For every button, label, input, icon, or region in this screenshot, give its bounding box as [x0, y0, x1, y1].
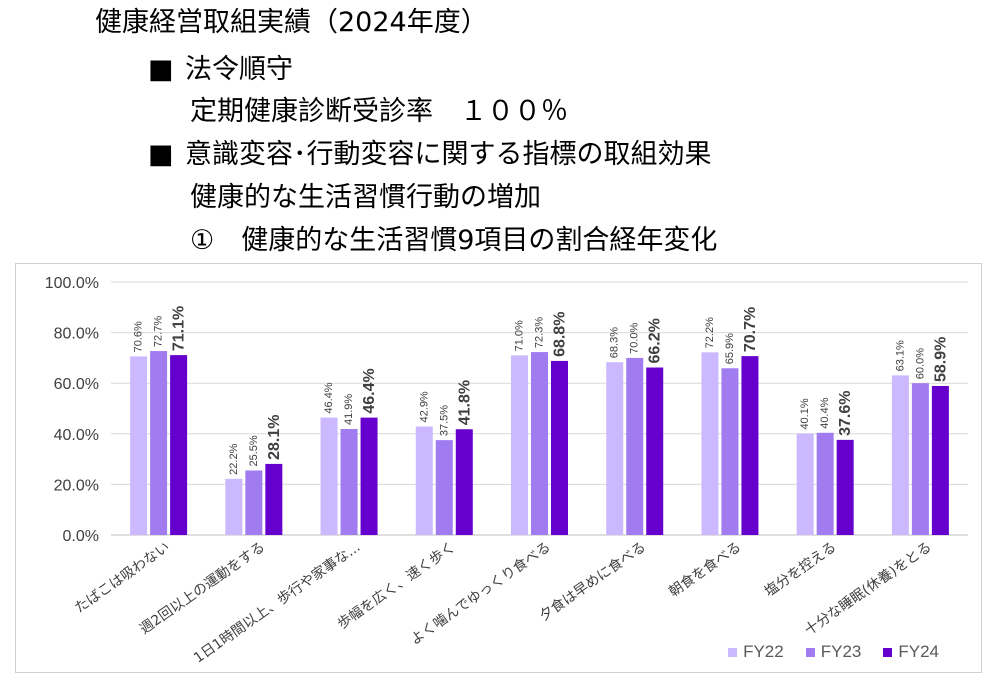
data-label: 37.5%	[438, 405, 450, 436]
y-tick-label: 0.0%	[63, 528, 99, 545]
y-tick-label: 20.0%	[54, 477, 99, 494]
bar-fy22	[511, 355, 528, 535]
legend-label-fy22: FY22	[743, 642, 784, 661]
data-label: 22.2%	[228, 443, 240, 474]
bar-fy24	[265, 463, 283, 535]
data-label: 60.0%	[914, 348, 926, 379]
bar-fy23	[150, 351, 168, 535]
chart-area: 0.0% 20.0% 40.0% 60.0% 80.0% 100.0% 70.6% 72.7%…	[15, 263, 982, 673]
data-label: 68.8%	[552, 312, 569, 357]
bar-fy23	[245, 470, 263, 535]
data-label: 72.3%	[534, 317, 546, 348]
data-label: 70.6%	[133, 321, 145, 352]
bar-fy23	[626, 357, 644, 535]
data-label: 42.9%	[418, 391, 430, 422]
legend-item-fy24: FY24	[883, 642, 939, 662]
bar-fy24	[170, 355, 188, 535]
y-tick-label: 40.0%	[54, 427, 99, 444]
x-category-label: 塩分を控える	[762, 539, 840, 600]
data-label: 63.1%	[894, 340, 906, 371]
chart-caption: ① 健康的な生活習慣9項目の割合経年変化	[190, 225, 718, 256]
data-label: 71.0%	[514, 320, 526, 351]
y-tick-label: 100.0%	[45, 275, 99, 292]
section1-bullet: ■	[148, 54, 174, 85]
data-label: 28.1%	[266, 415, 283, 460]
data-label: 68.3%	[609, 327, 621, 358]
bar-fy22	[796, 433, 814, 535]
data-label: 65.9%	[724, 333, 736, 364]
bar-chart: 0.0% 20.0% 40.0% 60.0% 80.0% 100.0% 70.6% 72.7%…	[45, 275, 968, 667]
bar-fy22	[701, 352, 719, 535]
bar-fy24	[836, 439, 854, 535]
data-label: 40.1%	[799, 398, 811, 429]
legend-item-fy22: FY22	[728, 642, 784, 662]
bar-fy22	[320, 417, 338, 535]
y-tick-label: 60.0%	[54, 376, 99, 393]
y-tick-label: 80.0%	[54, 326, 99, 343]
bar-fy22	[606, 362, 624, 535]
bar-fy23	[816, 432, 834, 535]
legend-swatch-fy24	[883, 647, 893, 657]
section2-title: 意識変容･行動変容に関する指標の取組効果	[185, 139, 712, 170]
legend-swatch-fy23	[805, 647, 815, 657]
bar-fy24	[360, 417, 378, 535]
bar-fy23	[911, 383, 929, 535]
bar-fy24	[455, 429, 473, 535]
data-label: 72.7%	[153, 316, 165, 347]
bar-fy24	[646, 367, 664, 535]
legend-label-fy24: FY24	[898, 642, 939, 661]
bar-fy24	[741, 356, 759, 535]
data-label: 46.4%	[323, 382, 335, 413]
x-category-label: 1日1時間以上、歩行や家事な...	[190, 538, 363, 666]
bar-fy23	[435, 440, 453, 535]
section1-title: 法令順守	[185, 54, 293, 85]
page-title: 健康経営取組実績（2024年度）	[95, 7, 488, 38]
bar-fy22	[415, 426, 433, 535]
data-label: 70.0%	[629, 322, 641, 353]
x-category-label: 朝食を食べる	[666, 538, 745, 600]
data-label: 71.1%	[171, 306, 188, 351]
x-category-label: たばこは吸わない	[72, 539, 173, 616]
data-label: 46.4%	[361, 368, 378, 413]
legend-label-fy23: FY23	[820, 642, 862, 661]
data-label: 40.4%	[819, 397, 831, 428]
section1-item: 定期健康診断受診率 １００％	[190, 96, 568, 127]
bar-fy23	[721, 368, 739, 535]
legend-item-fy23: FY23	[805, 642, 862, 662]
data-label: 25.5%	[248, 435, 260, 466]
data-label: 58.9%	[932, 337, 949, 382]
section2-subtitle: 健康的な生活習慣行動の増加	[190, 182, 541, 213]
data-label: 41.8%	[456, 380, 473, 425]
section2-bullet: ■	[148, 139, 174, 170]
data-label: 66.2%	[647, 318, 664, 363]
bar-fy22	[130, 356, 148, 535]
data-label: 72.2%	[704, 317, 716, 348]
bar-fy22	[225, 478, 243, 535]
bar-fy23	[531, 352, 548, 535]
legend-swatch-fy22	[728, 647, 738, 657]
data-label: 37.6%	[837, 390, 854, 435]
data-label: 70.7%	[742, 307, 759, 352]
bar-fy24	[931, 385, 949, 535]
data-label: 41.9%	[343, 394, 355, 425]
bar-fy23	[340, 428, 358, 535]
bar-fy22	[891, 375, 909, 535]
chart-legend: FY22 FY23 FY24	[728, 642, 939, 662]
bar-fy24	[551, 360, 568, 535]
